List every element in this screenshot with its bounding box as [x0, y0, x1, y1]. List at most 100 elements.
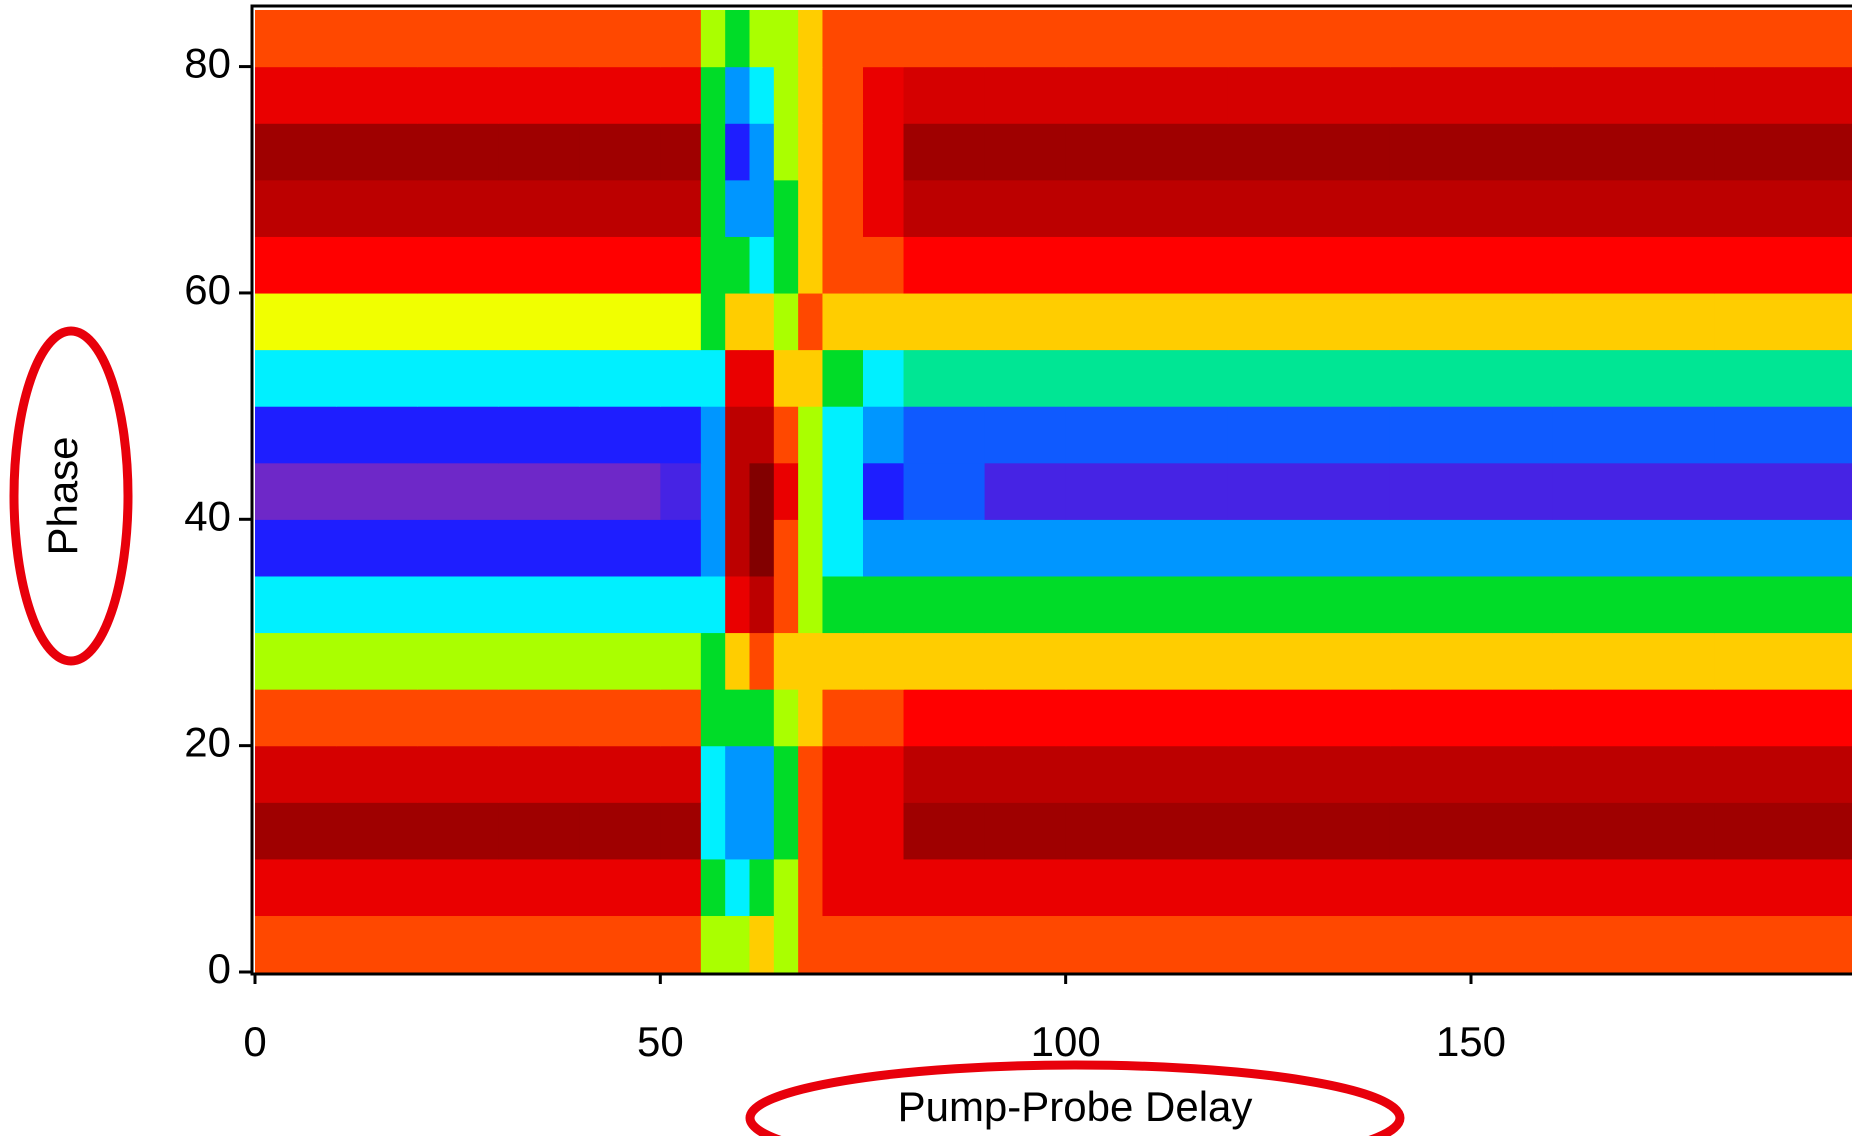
- heatmap-cell: [1065, 179, 1229, 237]
- heatmap-cell: [1552, 10, 1715, 68]
- heatmap-cell: [1227, 462, 1391, 520]
- heatmap-cell: [749, 292, 775, 351]
- heatmap-cell: [255, 179, 337, 237]
- heatmap-cell: [1227, 349, 1391, 407]
- heatmap-cell: [579, 406, 661, 464]
- heatmap-cell: [773, 575, 799, 634]
- heatmap-cell: [1065, 236, 1229, 294]
- heatmap-cell: [255, 745, 337, 803]
- heatmap-cell: [498, 915, 580, 973]
- heatmap-cell: [660, 236, 702, 294]
- heatmap-cell: [579, 10, 661, 68]
- heatmap-cell: [700, 858, 726, 917]
- heatmap-cell: [773, 689, 799, 747]
- heatmap-cell: [862, 462, 905, 520]
- heatmap-cell: [700, 292, 726, 351]
- x-tick-label: 0: [243, 1018, 266, 1065]
- heatmap-cell: [417, 66, 499, 124]
- heatmap-cell: [749, 10, 775, 68]
- x-axis-title: Pump-Probe Delay: [898, 1083, 1253, 1130]
- heatmap-cell: [773, 10, 799, 68]
- heatmap-cell: [903, 858, 986, 917]
- heatmap-cell: [725, 575, 751, 634]
- heatmap-cell: [1065, 632, 1229, 690]
- heatmap-cell: [822, 179, 864, 237]
- heatmap-cell: [1389, 858, 1553, 917]
- heatmap-cell: [1552, 745, 1715, 803]
- heatmap-cell: [798, 802, 824, 860]
- heatmap-cell: [579, 236, 661, 294]
- heatmap-cell: [798, 575, 824, 634]
- heatmap-cell: [1714, 575, 1852, 634]
- heatmap-cell: [984, 915, 1067, 973]
- heatmap-cell: [1552, 915, 1715, 973]
- heatmap-cell: [1389, 292, 1553, 351]
- heatmap-cell: [700, 689, 726, 747]
- heatmap-cell: [498, 123, 580, 181]
- heatmap-cell: [1389, 179, 1553, 237]
- heatmap-cell: [984, 462, 1067, 520]
- heatmap-cell: [1227, 858, 1391, 917]
- heatmap-cell: [1714, 858, 1852, 917]
- heatmap-cell: [660, 406, 702, 464]
- heatmap-cell: [822, 519, 864, 577]
- heatmap-cell: [1227, 519, 1391, 577]
- x-tick-label: 50: [637, 1018, 684, 1065]
- heatmap-cell: [1065, 858, 1229, 917]
- heatmap-cell: [1389, 406, 1553, 464]
- heatmap-cell: [660, 802, 702, 860]
- heatmap-cell: [1714, 745, 1852, 803]
- heatmap-cell: [498, 689, 580, 747]
- heatmap-cell: [798, 292, 824, 351]
- heatmap-cell: [1714, 689, 1852, 747]
- heatmap-cell: [984, 123, 1067, 181]
- heatmap-cell: [725, 802, 751, 860]
- heatmap-cell: [1714, 349, 1852, 407]
- heatmap-cell: [1389, 575, 1553, 634]
- heatmap-cell: [498, 349, 580, 407]
- heatmap-cell: [1714, 632, 1852, 690]
- heatmap-cell: [725, 10, 751, 68]
- heatmap-cell: [749, 66, 775, 124]
- heatmap-cell: [749, 179, 775, 237]
- heatmap-cell: [1227, 915, 1391, 973]
- heatmap-cell: [862, 292, 905, 351]
- heatmap-cell: [700, 632, 726, 690]
- heatmap-cell: [1714, 915, 1852, 973]
- heatmap-cell: [660, 123, 702, 181]
- heatmap-cell: [1714, 123, 1852, 181]
- heatmap-cell: [798, 915, 824, 973]
- heatmap-cell: [1714, 292, 1852, 351]
- heatmap-cell: [498, 745, 580, 803]
- heatmap-cell: [822, 10, 864, 68]
- heatmap-cell: [336, 406, 418, 464]
- heatmap-cell: [700, 349, 726, 407]
- heatmap-cell: [749, 462, 775, 520]
- heatmap-cell: [903, 632, 986, 690]
- heatmap-cell: [498, 519, 580, 577]
- heatmap-cell: [1714, 406, 1852, 464]
- heatmap-cell: [984, 66, 1067, 124]
- heatmap-cell: [1227, 10, 1391, 68]
- heatmap-cell: [255, 10, 337, 68]
- heatmap-cell: [862, 406, 905, 464]
- heatmap-cell: [725, 745, 751, 803]
- heatmap-cell: [498, 632, 580, 690]
- heatmap-cell: [1552, 575, 1715, 634]
- heatmap-cell: [417, 689, 499, 747]
- heatmap-cell: [725, 292, 751, 351]
- heatmap-cell: [1389, 66, 1553, 124]
- heatmap-cell: [498, 10, 580, 68]
- heatmap-cell: [798, 858, 824, 917]
- x-tick-label: 100: [1031, 1018, 1101, 1065]
- heatmap-cell: [1552, 802, 1715, 860]
- heatmap-cell: [749, 519, 775, 577]
- heatmap-cell: [700, 10, 726, 68]
- heatmap-cell: [1227, 575, 1391, 634]
- heatmap-cell: [579, 858, 661, 917]
- heatmap-cell: [700, 462, 726, 520]
- plot-frame: [250, 4, 1852, 976]
- heatmap-cell: [579, 519, 661, 577]
- heatmap-cell: [255, 349, 337, 407]
- heatmap-cell: [336, 10, 418, 68]
